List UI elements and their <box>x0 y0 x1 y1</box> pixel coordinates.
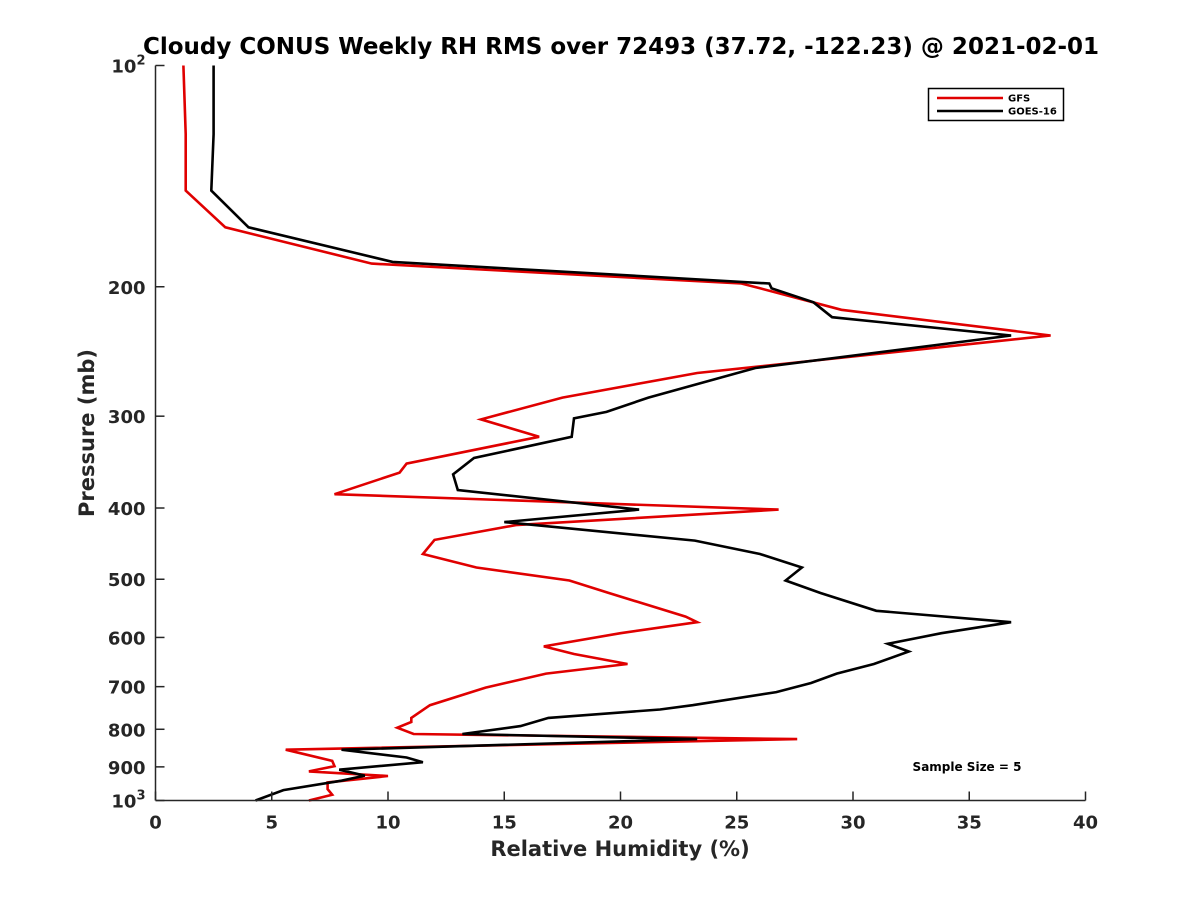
y-tick-label: 800 <box>108 720 146 741</box>
y-tick-label: 300 <box>108 407 146 428</box>
series-line-gfs <box>182 65 1051 802</box>
y-tick-label: 600 <box>108 628 146 649</box>
y-tick-label: 102 <box>111 54 145 78</box>
series-line-goes-16 <box>209 65 1012 802</box>
x-tick-label: 0 <box>149 813 162 834</box>
y-tick-label: 103 <box>111 789 145 813</box>
x-tick-label: 40 <box>1073 813 1098 834</box>
legend-entry-label: GOES-16 <box>1008 107 1057 118</box>
legend: GFS GOES-16 <box>927 87 1065 122</box>
sample-size-annotation: Sample Size = 5 <box>913 760 1022 774</box>
x-tick-label: 5 <box>265 813 278 834</box>
x-tick-label: 15 <box>492 813 517 834</box>
x-tick-label: 10 <box>375 813 400 834</box>
legend-box <box>927 87 1065 122</box>
y-axis-ticks: 102 200 300 400 500 600 700 800 900 103 <box>108 54 165 813</box>
legend-entry-label: GFS <box>1008 94 1030 105</box>
y-tick-label: 900 <box>108 758 146 779</box>
series-layer <box>182 65 1051 802</box>
y-tick-label: 200 <box>108 278 146 299</box>
plot-area <box>156 66 1086 801</box>
x-tick-label: 20 <box>608 813 633 834</box>
y-tick-label: 400 <box>108 499 146 520</box>
axes-layer <box>154 65 1086 802</box>
x-axis-ticks: 0 5 10 15 20 25 30 35 40 <box>149 791 1098 834</box>
y-tick-label: 700 <box>108 678 146 699</box>
x-tick-label: 30 <box>840 813 865 834</box>
y-tick-label: 500 <box>108 570 146 591</box>
x-axis-label: Relative Humidity (%) <box>490 837 749 861</box>
y-axis-label: Pressure (mb) <box>75 349 99 517</box>
x-tick-label: 25 <box>724 813 749 834</box>
x-tick-label: 35 <box>957 813 982 834</box>
chart-title: Cloudy CONUS Weekly RH RMS over 72493 (3… <box>143 34 1099 60</box>
